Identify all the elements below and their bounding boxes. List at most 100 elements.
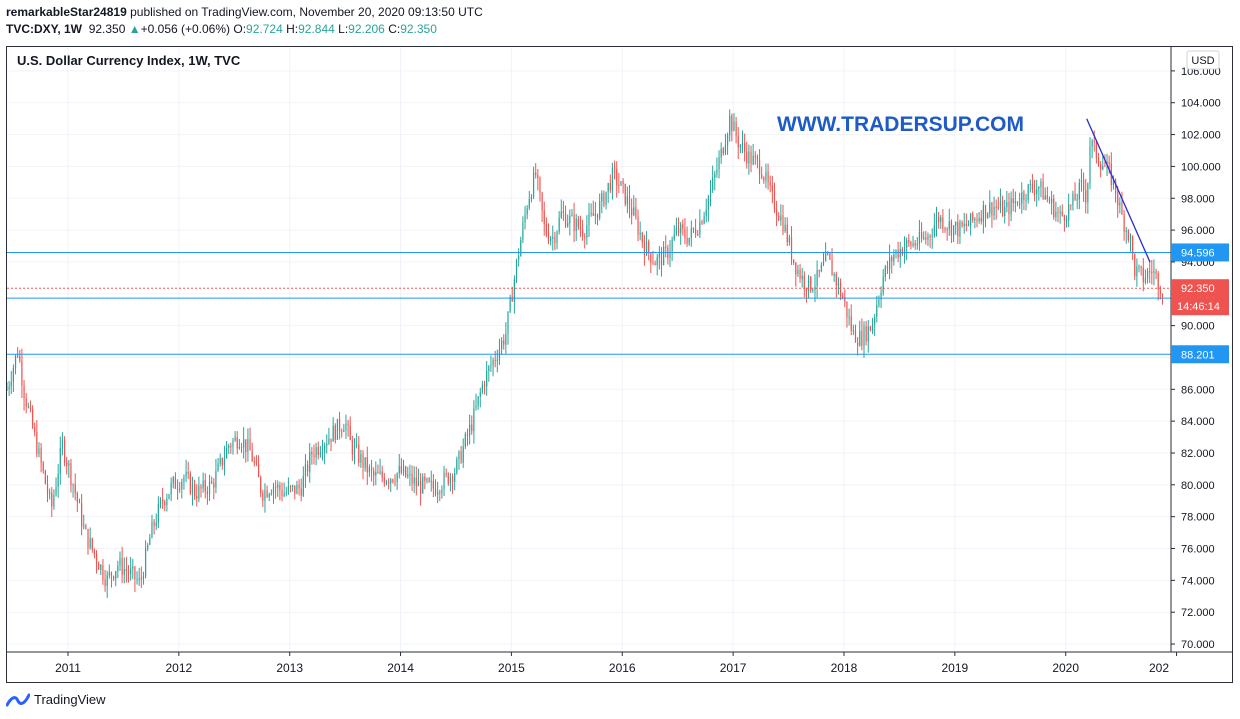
candle-body <box>281 490 283 496</box>
candle <box>385 479 388 486</box>
time-tick-label: 2014 <box>387 661 414 675</box>
last-price-label-bg <box>1171 279 1229 298</box>
candle <box>360 449 362 468</box>
candle-body <box>822 261 825 265</box>
candle-body <box>1093 140 1095 142</box>
candle <box>658 246 660 270</box>
candle-body <box>330 438 332 442</box>
candle-body <box>562 211 565 214</box>
candle <box>733 113 735 132</box>
candle-body <box>488 366 490 371</box>
candle <box>618 172 620 193</box>
candle-body <box>884 266 886 277</box>
candle-body <box>628 196 631 209</box>
candle <box>837 277 840 295</box>
candle <box>731 113 733 142</box>
candle <box>530 194 533 203</box>
candle <box>91 537 93 553</box>
candle <box>967 220 970 227</box>
candle-body <box>1044 195 1046 200</box>
candle-body <box>392 479 394 482</box>
price-tick-label: 96.000 <box>1181 225 1215 237</box>
horizontal-levels[interactable] <box>7 251 1171 355</box>
candle <box>142 571 145 585</box>
candle <box>166 493 168 512</box>
candle <box>1119 197 1121 214</box>
tradingview-logo[interactable]: TradingView <box>6 692 106 707</box>
candle-body <box>144 548 147 577</box>
candle-body <box>353 445 356 455</box>
candle <box>76 491 78 513</box>
candle-body <box>643 242 646 256</box>
currency-button[interactable]: USD <box>1186 50 1220 70</box>
candle-body <box>782 215 784 232</box>
candle <box>311 447 313 465</box>
candle-body <box>1140 266 1142 268</box>
price-tick-label: 70.000 <box>1181 639 1215 651</box>
candle <box>613 160 616 180</box>
countdown-label: 14:46:14 <box>1177 301 1220 313</box>
candle <box>567 214 569 228</box>
candle <box>882 269 884 296</box>
candle-body <box>1125 230 1127 232</box>
candle <box>869 325 872 332</box>
candle-body <box>400 466 402 473</box>
candle-body <box>228 445 230 448</box>
candle-body <box>428 478 430 482</box>
candle-body <box>1142 267 1144 283</box>
candle <box>835 271 837 298</box>
candle <box>12 364 14 392</box>
candle-body <box>607 183 609 192</box>
candle-body <box>690 228 692 238</box>
candle-body <box>494 359 496 361</box>
candle-body <box>982 205 984 222</box>
candle-body <box>292 485 294 487</box>
candle <box>285 486 287 497</box>
countdown-bg <box>1171 297 1229 316</box>
candle-body <box>972 213 974 221</box>
level-price-label-bg <box>1171 345 1229 364</box>
candle <box>411 465 413 492</box>
candle <box>424 473 426 490</box>
candle-body <box>767 171 769 183</box>
candle <box>486 361 488 396</box>
time-tick-label: 2019 <box>941 661 968 675</box>
candle-body <box>916 244 918 246</box>
trendline[interactable] <box>1086 118 1151 263</box>
candle-body <box>1074 193 1076 201</box>
candle-body <box>590 213 592 215</box>
candle <box>471 415 473 435</box>
candle-body <box>970 213 972 226</box>
candle-body <box>633 207 635 216</box>
candle-body <box>34 426 36 432</box>
candle-body <box>863 326 865 347</box>
candle <box>641 231 643 248</box>
candle-body <box>1076 199 1078 201</box>
candle-body <box>1159 289 1161 294</box>
candle-body <box>1065 219 1068 221</box>
candle <box>181 478 183 499</box>
candle <box>1123 210 1125 241</box>
candle-body <box>153 521 155 527</box>
trendline-group[interactable] <box>1086 118 1151 263</box>
candle <box>236 431 238 455</box>
candle <box>494 350 496 368</box>
candle <box>466 428 469 446</box>
candle-body <box>1100 164 1102 170</box>
candle-body <box>641 232 643 243</box>
price-chart[interactable]: 106.000104.000102.000100.00098.00096.000… <box>7 47 1232 682</box>
candle <box>554 231 556 251</box>
candle <box>358 436 360 467</box>
candle-body <box>181 481 183 490</box>
time-axis[interactable]: 2011 2012 2013 2014 2015 2016 2017 2018 2019 2020… <box>55 652 1178 675</box>
candle <box>758 149 761 185</box>
candle <box>788 234 790 246</box>
candle-body <box>714 173 716 178</box>
candle-body <box>1029 183 1031 185</box>
candle-body <box>245 439 247 452</box>
candle-body <box>240 446 243 448</box>
candle <box>746 141 748 169</box>
candle-body <box>46 483 49 494</box>
candle <box>121 546 123 584</box>
candle <box>920 222 923 243</box>
